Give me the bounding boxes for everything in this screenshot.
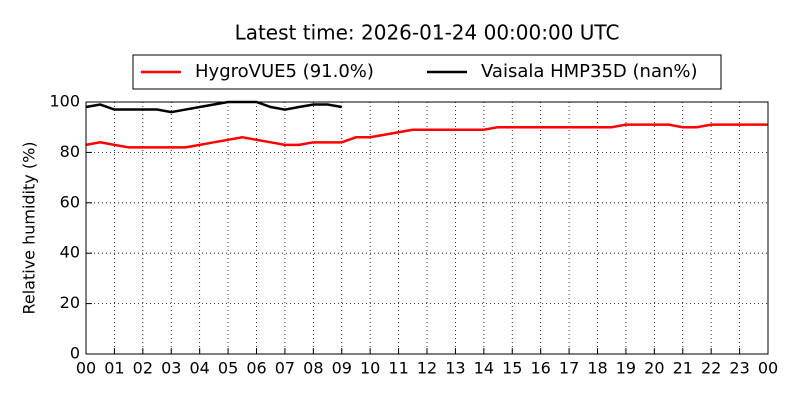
x-tick-label: 23 <box>729 359 749 378</box>
x-tick-label: 07 <box>275 359 295 378</box>
data-line <box>85 123 768 149</box>
y-tick-label: 0 <box>70 344 80 363</box>
x-tick-label: 05 <box>218 359 238 378</box>
x-tick-label: 09 <box>332 359 352 378</box>
legend-label: Vaisala HMP35D (nan%) <box>481 61 698 82</box>
x-tick-label: 21 <box>673 359 693 378</box>
x-tick-label: 00 <box>76 359 96 378</box>
y-axis-label: Relative humidity (%) <box>20 141 39 314</box>
x-tick-label: 20 <box>644 359 664 378</box>
x-tick-label: 02 <box>133 359 153 378</box>
x-tick-label: 12 <box>417 359 437 378</box>
x-tick-label: 01 <box>104 359 124 378</box>
x-tick-label: 04 <box>189 359 209 378</box>
legend-label: HygroVUE5 (91.0%) <box>195 61 374 82</box>
x-tick-label: 03 <box>161 359 181 378</box>
y-tick-label: 100 <box>49 92 80 111</box>
x-tick-label: 17 <box>559 359 579 378</box>
x-tick-label: 16 <box>530 359 550 378</box>
x-tick-label: 08 <box>303 359 323 378</box>
y-tick-label: 20 <box>60 293 80 312</box>
x-tick-label: 13 <box>445 359 465 378</box>
x-tick-label: 00 <box>758 359 778 378</box>
chart-title: Latest time: 2026-01-24 00:00:00 UTC <box>235 21 620 45</box>
lines <box>85 100 768 149</box>
x-tick-label: 14 <box>474 359 494 378</box>
y-tick-label: 40 <box>60 243 80 262</box>
x-tick-label: 15 <box>502 359 522 378</box>
legend: HygroVUE5 (91.0%) Vaisala HMP35D (nan%) <box>132 54 722 90</box>
x-tick-label: 22 <box>701 359 721 378</box>
x-tick-label: 10 <box>360 359 380 378</box>
y-tick-label: 80 <box>60 142 80 161</box>
x-tick-label: 06 <box>246 359 266 378</box>
x-tick-label: 18 <box>587 359 607 378</box>
data-line <box>85 100 342 114</box>
x-tick-label: 11 <box>388 359 408 378</box>
y-tick-label: 60 <box>60 192 80 211</box>
plot-frame <box>85 101 769 355</box>
x-tick-label: 19 <box>616 359 636 378</box>
